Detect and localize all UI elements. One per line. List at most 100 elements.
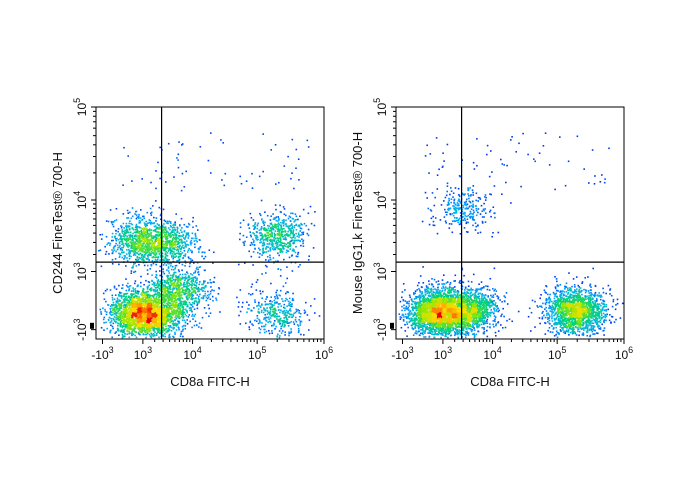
event-point bbox=[275, 309, 277, 312]
event-point bbox=[138, 305, 140, 308]
event-point bbox=[119, 253, 122, 255]
event-point bbox=[102, 307, 104, 309]
event-point bbox=[188, 314, 191, 316]
event-point bbox=[188, 223, 191, 226]
event-point bbox=[291, 303, 293, 305]
event-point bbox=[175, 306, 178, 308]
event-point bbox=[259, 290, 261, 292]
event-point bbox=[162, 297, 164, 300]
event-point bbox=[212, 299, 214, 302]
event-point bbox=[113, 316, 116, 318]
event-point bbox=[176, 279, 179, 281]
event-point bbox=[123, 328, 126, 330]
event-point bbox=[265, 272, 267, 274]
event-point bbox=[287, 246, 289, 249]
event-point bbox=[110, 221, 113, 224]
event-point bbox=[181, 263, 184, 266]
event-point bbox=[283, 220, 285, 223]
event-point bbox=[162, 271, 165, 273]
event-point bbox=[162, 334, 164, 336]
event-point bbox=[113, 312, 116, 315]
event-point bbox=[282, 246, 284, 249]
event-point bbox=[253, 224, 255, 227]
event-point bbox=[186, 271, 188, 273]
event-point bbox=[269, 248, 272, 251]
event-point bbox=[128, 327, 130, 330]
event-point bbox=[279, 204, 281, 207]
event-point bbox=[276, 223, 278, 226]
event-point bbox=[150, 263, 152, 266]
event-point bbox=[148, 238, 150, 241]
event-point bbox=[291, 224, 293, 226]
event-point bbox=[136, 216, 139, 218]
event-point bbox=[190, 260, 192, 262]
event-point bbox=[153, 251, 155, 253]
event-point bbox=[178, 327, 180, 329]
event-point bbox=[252, 251, 255, 253]
event-point bbox=[153, 329, 155, 331]
event-point bbox=[284, 334, 286, 336]
event-point bbox=[136, 248, 138, 251]
event-point bbox=[104, 310, 107, 313]
event-point bbox=[172, 229, 175, 231]
event-point bbox=[139, 217, 142, 219]
event-point bbox=[113, 318, 115, 321]
event-point bbox=[279, 211, 282, 213]
event-point bbox=[278, 330, 281, 332]
event-point bbox=[157, 249, 159, 251]
event-point bbox=[154, 276, 157, 279]
event-point bbox=[273, 226, 276, 228]
event-point bbox=[170, 315, 172, 317]
event-point bbox=[165, 311, 167, 313]
event-point bbox=[291, 239, 294, 241]
event-point bbox=[166, 220, 169, 223]
event-point bbox=[154, 312, 156, 314]
event-point bbox=[164, 236, 167, 238]
event-point bbox=[182, 308, 184, 311]
event-point bbox=[192, 294, 195, 297]
event-point bbox=[272, 244, 274, 247]
event-point bbox=[115, 331, 117, 333]
event-point bbox=[298, 312, 300, 314]
event-point bbox=[157, 231, 159, 234]
event-point bbox=[289, 321, 291, 324]
event-point bbox=[149, 335, 152, 338]
event-point bbox=[152, 255, 155, 258]
event-point bbox=[251, 243, 254, 246]
event-point bbox=[205, 312, 207, 314]
event-point bbox=[256, 315, 259, 317]
event-point bbox=[290, 230, 292, 232]
event-point bbox=[267, 236, 270, 239]
event-point bbox=[145, 304, 147, 306]
event-point bbox=[116, 244, 119, 247]
event-point bbox=[285, 219, 287, 222]
event-point bbox=[287, 230, 289, 233]
event-point bbox=[299, 264, 301, 266]
event-point bbox=[161, 232, 163, 234]
event-point bbox=[127, 308, 129, 311]
event-point bbox=[264, 328, 266, 331]
event-point bbox=[159, 305, 162, 307]
event-point bbox=[128, 255, 131, 257]
event-point bbox=[180, 330, 183, 333]
event-point bbox=[203, 269, 206, 272]
event-point bbox=[112, 221, 114, 223]
event-point bbox=[115, 318, 118, 321]
event-point bbox=[272, 225, 275, 228]
event-point bbox=[148, 333, 151, 336]
event-point bbox=[299, 316, 301, 318]
event-point bbox=[291, 305, 293, 308]
event-point bbox=[280, 327, 282, 330]
event-point bbox=[271, 245, 274, 248]
event-point bbox=[146, 273, 149, 275]
event-point bbox=[147, 264, 149, 267]
event-point bbox=[142, 287, 145, 290]
event-point bbox=[178, 320, 180, 323]
event-point bbox=[278, 217, 280, 220]
event-point bbox=[176, 243, 179, 246]
event-point bbox=[154, 314, 157, 316]
event-point bbox=[130, 250, 132, 253]
event-point bbox=[118, 315, 121, 317]
event-point bbox=[283, 219, 285, 221]
event-point bbox=[126, 225, 128, 227]
